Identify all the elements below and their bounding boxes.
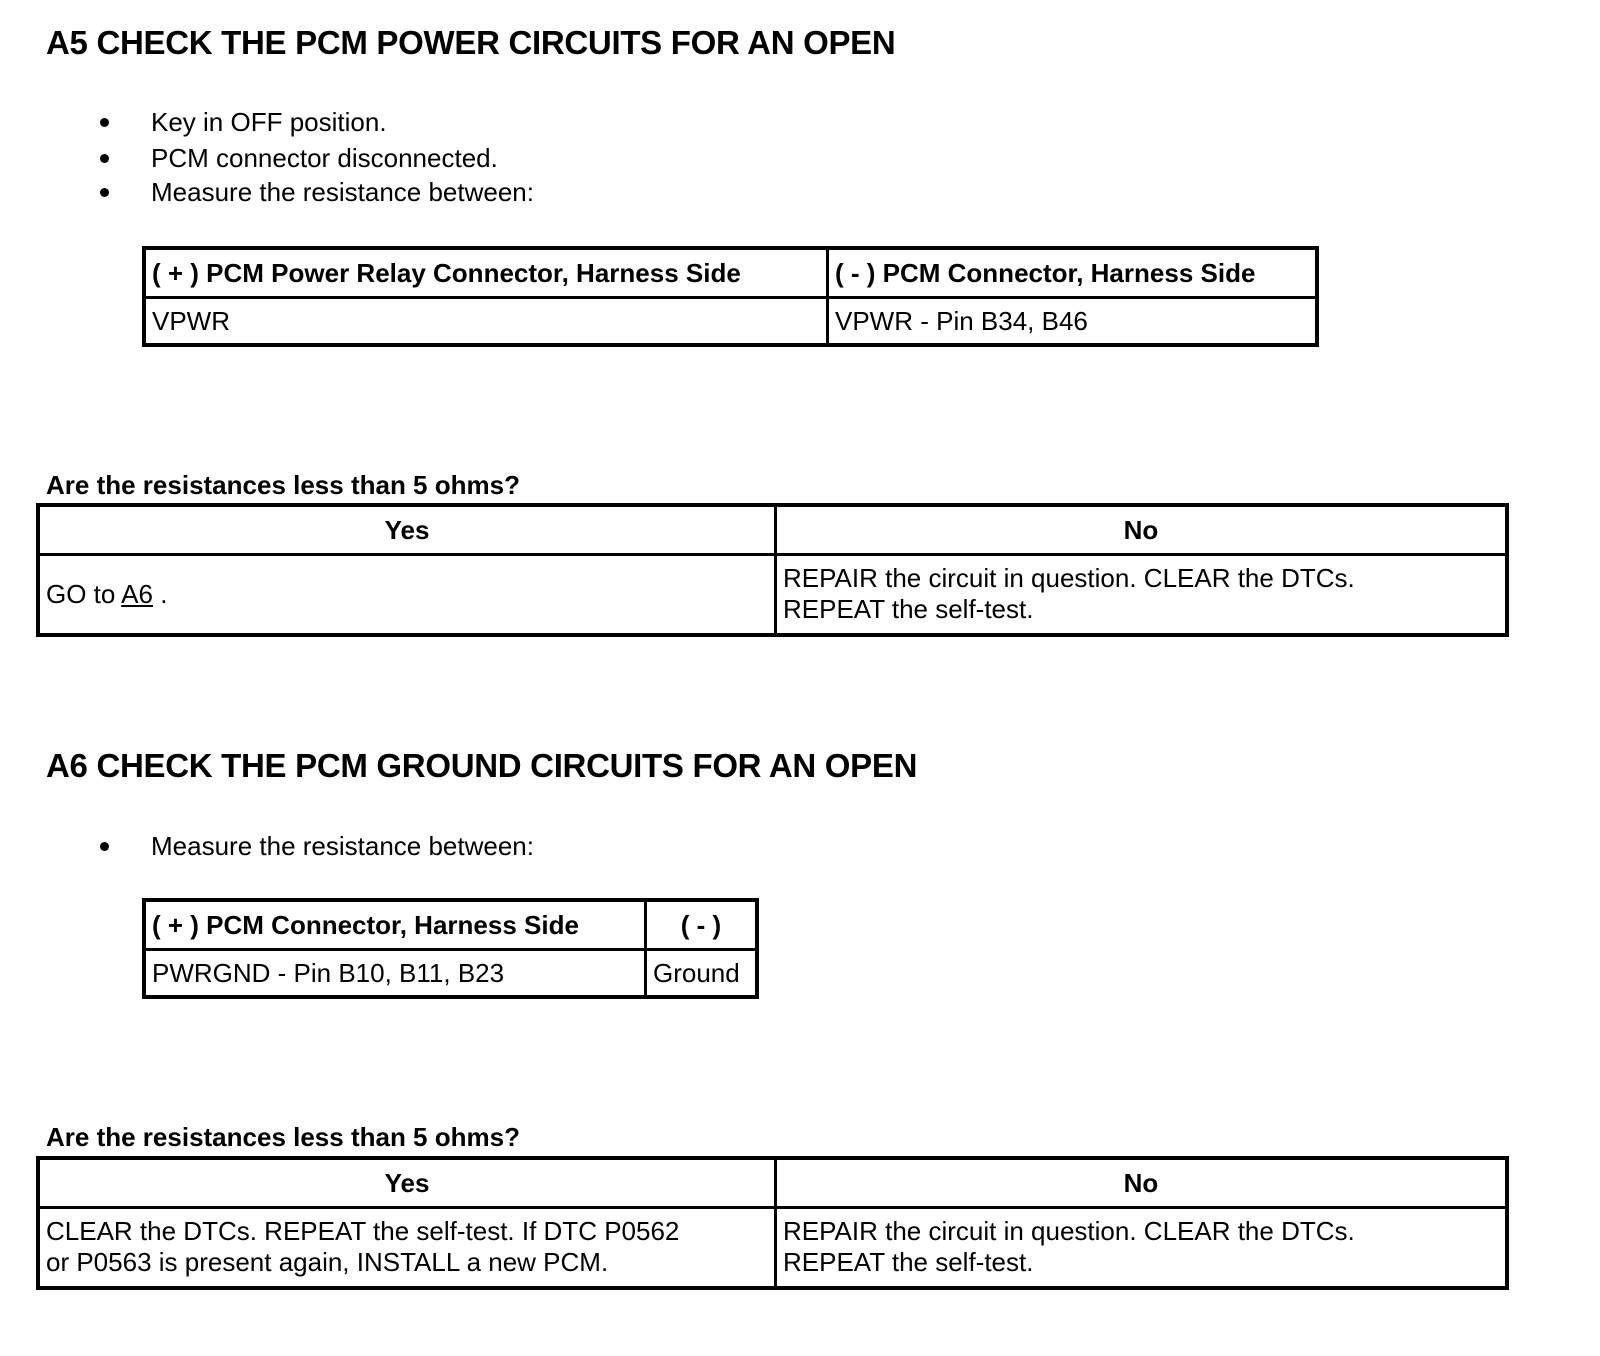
yes-text: GO to [46,578,122,609]
table-cell: PWRGND - Pin B10, B11, B23 [142,948,647,999]
bullet-item: Key in OFF position. [100,107,387,138]
bullet-icon [100,188,109,197]
table-header: ( - ) [644,898,759,951]
a6-result-table: Yes No CLEAR the DTCs. REPEAT the self-te… [36,1156,1509,1290]
table-header: ( + ) PCM Power Relay Connector, Harness… [142,246,829,299]
a5-result-table: Yes No GO to A6 . REPAIR the circuit in q… [36,503,1509,637]
yes-header: Yes [36,503,777,556]
bullet-icon [100,842,109,851]
a6-heading: A6 CHECK THE PCM GROUND CIRCUITS FOR AN … [46,747,918,784]
yes-text-line: or P0563 is present again, INSTALL a new… [46,1247,609,1278]
no-cell: REPAIR the circuit in question. CLEAR th… [774,553,1509,636]
bullet-item: Measure the resistance between: [100,177,534,208]
yes-cell: CLEAR the DTCs. REPEAT the self-test. If… [36,1206,777,1289]
bullet-text: Measure the resistance between: [151,831,534,861]
bullet-icon [100,154,109,163]
a6-link[interactable]: A6 [121,578,153,609]
a5-measure-table: ( + ) PCM Power Relay Connector, Harness… [142,246,1319,347]
table-cell: Ground [644,948,759,999]
a6-question: Are the resistances less than 5 ohms? [46,1122,520,1152]
a5-heading: A5 CHECK THE PCM POWER CIRCUITS FOR AN O… [46,24,896,61]
yes-text-line: CLEAR the DTCs. REPEAT the self-test. If… [46,1216,680,1247]
no-text-line: REPAIR the circuit in question. CLEAR th… [783,563,1355,594]
no-header: No [774,1156,1509,1209]
a6-measure-table: ( + ) PCM Connector, Harness Side( - ) P… [142,898,759,999]
no-cell: REPAIR the circuit in question. CLEAR th… [774,1206,1509,1289]
table-header: ( - ) PCM Connector, Harness Side [826,246,1319,299]
no-header: No [774,503,1509,556]
table-cell: VPWR - Pin B34, B46 [826,296,1319,347]
bullet-icon [100,118,109,127]
yes-header: Yes [36,1156,777,1209]
no-text-line: REPEAT the self-test. [783,594,1034,625]
bullet-text: Key in OFF position. [151,107,387,137]
table-header: ( + ) PCM Connector, Harness Side [142,898,647,951]
no-text-line: REPAIR the circuit in question. CLEAR th… [783,1216,1355,1247]
bullet-text: PCM connector disconnected. [151,143,498,173]
bullet-item: Measure the resistance between: [100,831,534,862]
yes-cell: GO to A6 . [36,553,777,636]
bullet-text: Measure the resistance between: [151,177,534,207]
no-text-line: REPEAT the self-test. [783,1247,1034,1278]
yes-suffix: . [152,578,168,609]
a5-question: Are the resistances less than 5 ohms? [46,470,520,500]
bullet-item: PCM connector disconnected. [100,143,498,174]
table-cell: VPWR [142,296,829,347]
